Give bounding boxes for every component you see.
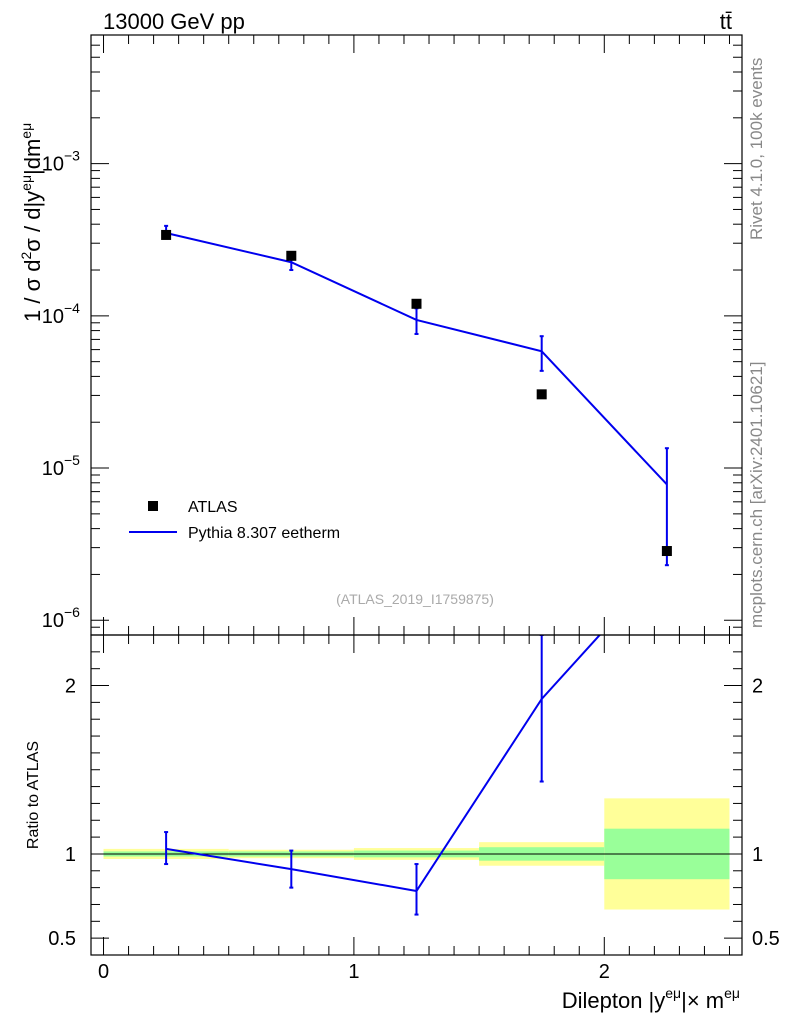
x-tick-label: 1 (348, 961, 359, 983)
y-tick-exponent: −4 (64, 300, 80, 316)
y-label-part1: 1 / σ d (20, 260, 45, 323)
ratio-frame (90, 634, 743, 956)
main-axes: 10−310−410−510−6 (42, 34, 742, 636)
main-series (161, 224, 672, 567)
atlas-data-point (411, 298, 422, 309)
ratio-y-tick-label-right: 2 (752, 676, 763, 698)
energy-label: 13000 GeV pp (103, 9, 245, 34)
y-tick-exponent: −5 (64, 452, 80, 468)
mcplots-label: mcplots.cern.ch [arXiv:2401.10621] (747, 362, 766, 628)
analysis-watermark: (ATLAS_2019_I1759875) (336, 591, 494, 607)
x-label-part1: Dilepton |y (562, 988, 666, 1013)
legend-mc-label: Pythia 8.307 eetherm (188, 525, 340, 542)
x-label-sup2: eμ (724, 985, 740, 1001)
x-tick-label: 0 (98, 961, 109, 983)
y-label-sup1: 2 (18, 252, 34, 260)
main-frame (90, 34, 743, 636)
x-tick-label: 2 (599, 961, 610, 983)
ratio-y-tick-label-left: 1 (65, 844, 76, 866)
atlas-data-point (161, 229, 172, 240)
atlas-data-point (286, 250, 297, 261)
ratio-mc-line (165, 635, 602, 893)
mc-line (165, 232, 668, 486)
y-tick-exponent: −3 (64, 148, 80, 164)
ratio-axes: 0 1 2 2 2 1 1 0.5 0.5 (48, 634, 780, 983)
y-label-sup2: eμ (18, 175, 34, 191)
ratio-series (164, 635, 602, 916)
x-label-part2: |× m (681, 988, 724, 1013)
y-label-part2: σ / d|y (20, 191, 45, 252)
y-label-sup3: eμ (18, 123, 34, 139)
x-axis-label: Dilepton |yeμ|× meμ (562, 985, 740, 1013)
y-tick-label: 10 (42, 306, 64, 328)
y-tick-label: 10 (42, 610, 64, 632)
legend: ATLAS Pythia 8.307 eetherm (129, 499, 340, 542)
y-label-part3: |dm (20, 139, 45, 175)
atlas-data-point (661, 546, 672, 557)
legend-data-marker (148, 501, 158, 511)
ratio-clipped-group (164, 635, 602, 916)
y-axis-main-label: 1 / σ d2σ / d|yeμ|dmeμ (18, 123, 45, 322)
ratio-y-tick-label-right: 1 (752, 844, 763, 866)
legend-data-label: ATLAS (188, 499, 238, 516)
x-label-sup1: eμ (665, 985, 681, 1001)
y-axis-ratio-label: Ratio to ATLAS (25, 741, 42, 849)
ratio-y-tick-label-right: 0.5 (752, 928, 780, 950)
ratio-y-tick-label-left: 2 (65, 676, 76, 698)
y-tick-label: 10 (42, 154, 64, 176)
process-label: tt̄ (720, 9, 732, 34)
ratio-y-tick-label-left: 0.5 (48, 928, 76, 950)
rivet-label: Rivet 4.1.0, 100k events (747, 58, 766, 240)
atlas-data-point (536, 389, 547, 400)
y-tick-label: 10 (42, 458, 64, 480)
y-tick-exponent: −6 (64, 604, 80, 620)
